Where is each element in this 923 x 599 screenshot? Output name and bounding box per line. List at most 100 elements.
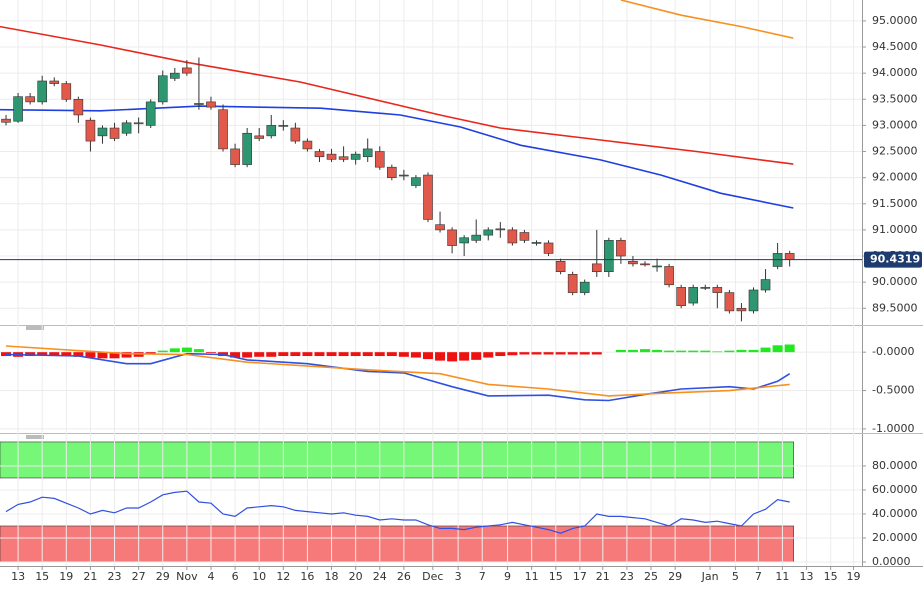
candle-body — [652, 265, 662, 268]
x-tick-label: 13 — [800, 570, 814, 583]
histogram-bar — [278, 352, 289, 357]
candle-body — [73, 98, 84, 116]
rsi-line — [5, 490, 790, 534]
histogram-bar — [531, 352, 542, 355]
x-tick-label: 19 — [847, 570, 861, 583]
y-tick-label: -0.5000 — [872, 384, 914, 397]
histogram-bar — [205, 352, 216, 353]
histogram-bar — [652, 349, 663, 353]
candle-body — [374, 151, 385, 168]
x-tick-label: 15 — [35, 570, 49, 583]
indicator-line — [5, 345, 790, 397]
candle-body — [435, 224, 445, 231]
x-tick-label: 21 — [83, 570, 97, 583]
y-tick-label: 93.0000 — [872, 118, 918, 131]
candle-body — [121, 122, 132, 134]
candle-body — [25, 96, 35, 103]
x-tick-label: 5 — [732, 570, 739, 583]
candle-body — [254, 135, 265, 139]
y-tick-label: 20.0000 — [872, 531, 918, 544]
histogram-bar — [61, 352, 72, 357]
candle-body — [579, 281, 590, 293]
histogram-bar — [49, 352, 60, 356]
candle-body — [531, 242, 542, 244]
y-tick-label: 92.5000 — [872, 145, 918, 158]
y-tick-label: 94.0000 — [872, 66, 918, 79]
histogram-bar — [422, 352, 433, 360]
y-tick-label: 0.0000 — [872, 555, 911, 568]
panel-resize-handle[interactable] — [26, 326, 44, 330]
histogram-bar — [410, 352, 421, 358]
candle-body — [278, 125, 289, 127]
candle-body — [362, 148, 373, 158]
candle-body — [145, 101, 156, 126]
panel-resize-handle[interactable] — [26, 435, 44, 439]
histogram-bar — [37, 352, 48, 356]
candle-body — [628, 260, 638, 265]
last-price-label: 90.4319 — [870, 253, 920, 266]
x-tick-label: 25 — [644, 570, 658, 583]
last-price-badge — [864, 251, 922, 268]
y-tick-label: 93.5000 — [872, 92, 918, 105]
x-tick-label: 24 — [373, 570, 387, 583]
histogram-bar — [567, 352, 578, 355]
x-tick-label: 18 — [325, 570, 339, 583]
histogram-bar — [483, 352, 494, 358]
candle-body — [616, 240, 626, 257]
histogram-bar — [664, 350, 675, 353]
histogram-bar — [73, 352, 84, 357]
candle-body — [736, 307, 747, 312]
histogram-bar — [193, 349, 204, 353]
x-tick-label: 10 — [252, 570, 266, 583]
x-tick-label: 21 — [596, 570, 610, 583]
histogram-bar — [362, 352, 373, 357]
histogram-bar — [459, 352, 470, 361]
candle-body — [338, 156, 349, 160]
candle-body — [483, 229, 494, 236]
candle-body — [61, 83, 72, 100]
histogram-bar — [615, 349, 626, 353]
x-tick-label: 7 — [755, 570, 762, 583]
x-tick-label: 9 — [504, 570, 511, 583]
histogram-bar — [97, 352, 108, 359]
y-tick-label: 94.5000 — [872, 40, 918, 53]
x-tick-label: 15 — [549, 570, 563, 583]
candle-body — [567, 274, 578, 293]
candle-body — [688, 287, 699, 304]
x-tick-label: Jan — [701, 570, 719, 583]
x-tick-label: 11 — [775, 570, 789, 583]
candle-body — [519, 232, 530, 241]
histogram-bar — [109, 352, 120, 359]
histogram-bar — [25, 352, 36, 357]
x-tick-label: 29 — [156, 570, 170, 583]
histogram-bar — [435, 352, 446, 361]
y-tick-label: 91.5000 — [872, 197, 918, 210]
candle-body — [350, 153, 361, 160]
candle-body — [555, 260, 566, 273]
histogram-bar — [326, 352, 337, 357]
zone-band — [0, 441, 794, 479]
y-tick-label: 91.0000 — [872, 223, 918, 236]
x-tick-label: 13 — [11, 570, 25, 583]
histogram-bar — [676, 350, 687, 353]
histogram-bar — [181, 347, 192, 353]
x-tick-label: 16 — [300, 570, 314, 583]
histogram-bar — [748, 349, 759, 353]
candle-body — [591, 263, 602, 273]
candle-body — [387, 166, 397, 178]
histogram-bar — [760, 347, 771, 353]
candle-body — [700, 287, 711, 289]
y-tick-label: 40.0000 — [872, 507, 918, 520]
candle-body — [459, 237, 469, 244]
histogram-bar — [555, 352, 566, 355]
x-tick-label: 4 — [207, 570, 214, 583]
histogram-bar — [543, 352, 554, 355]
histogram-bar — [471, 352, 482, 360]
candle-body — [495, 228, 506, 231]
candle-body — [399, 174, 409, 177]
candle-body — [85, 119, 96, 142]
histogram-bar — [350, 352, 361, 357]
candle-body — [411, 177, 421, 186]
candle-body — [640, 263, 650, 266]
